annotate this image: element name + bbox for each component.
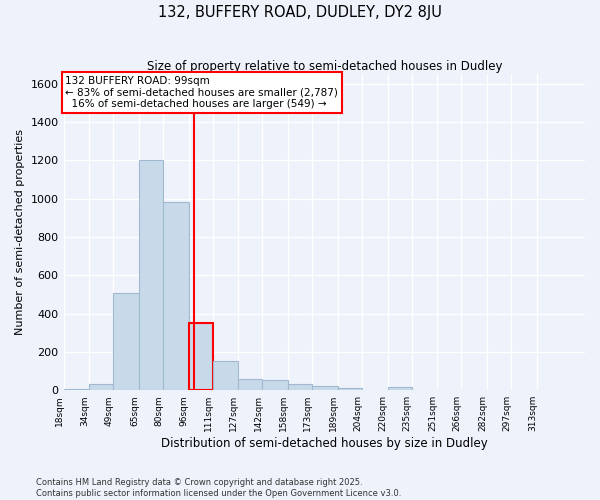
- Bar: [388, 388, 412, 390]
- Title: Size of property relative to semi-detached houses in Dudley: Size of property relative to semi-detach…: [146, 60, 502, 73]
- Bar: [188, 323, 213, 390]
- Bar: [338, 388, 362, 390]
- Text: 132, BUFFERY ROAD, DUDLEY, DY2 8JU: 132, BUFFERY ROAD, DUDLEY, DY2 8JU: [158, 5, 442, 20]
- Bar: [238, 378, 262, 390]
- Y-axis label: Number of semi-detached properties: Number of semi-detached properties: [15, 129, 25, 335]
- X-axis label: Distribution of semi-detached houses by size in Dudley: Distribution of semi-detached houses by …: [161, 437, 488, 450]
- Bar: [312, 386, 338, 390]
- Text: Contains HM Land Registry data © Crown copyright and database right 2025.
Contai: Contains HM Land Registry data © Crown c…: [36, 478, 401, 498]
- Text: 132 BUFFERY ROAD: 99sqm
← 83% of semi-detached houses are smaller (2,787)
  16% : 132 BUFFERY ROAD: 99sqm ← 83% of semi-de…: [65, 76, 338, 109]
- Bar: [139, 160, 163, 390]
- Bar: [113, 292, 139, 390]
- Bar: [262, 380, 288, 390]
- Bar: [213, 360, 238, 390]
- Bar: [163, 202, 188, 390]
- Bar: [288, 384, 312, 390]
- Bar: [89, 384, 113, 390]
